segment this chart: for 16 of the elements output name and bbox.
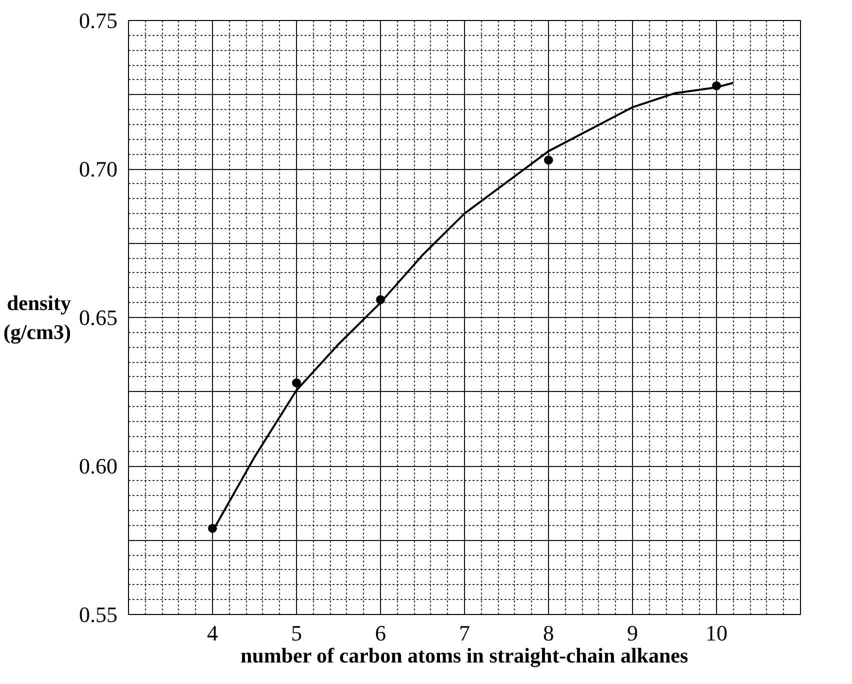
y-tick-label: 0.60 (79, 454, 118, 478)
x-tick-label: 4 (207, 620, 218, 646)
x-tick-label: 9 (627, 620, 638, 646)
x-tick-label: 7 (459, 620, 470, 646)
x-axis-title: number of carbon atoms in straight-chain alkanes (240, 644, 688, 668)
y-tick-label: 0.65 (79, 305, 118, 330)
x-tick-label: 8 (543, 620, 554, 646)
y-axis-title: density (g/cm3) (3, 291, 72, 344)
point (544, 156, 553, 165)
x-tick-label: 6 (375, 620, 386, 646)
y-tick-label: 0.75 (79, 8, 118, 33)
point (292, 378, 301, 388)
y-tick-label: 0.70 (79, 156, 118, 182)
y-tick-label: 0.55 (79, 602, 118, 627)
x-tick-label: 5 (291, 620, 302, 646)
x-tick-label: 10 (706, 620, 728, 646)
